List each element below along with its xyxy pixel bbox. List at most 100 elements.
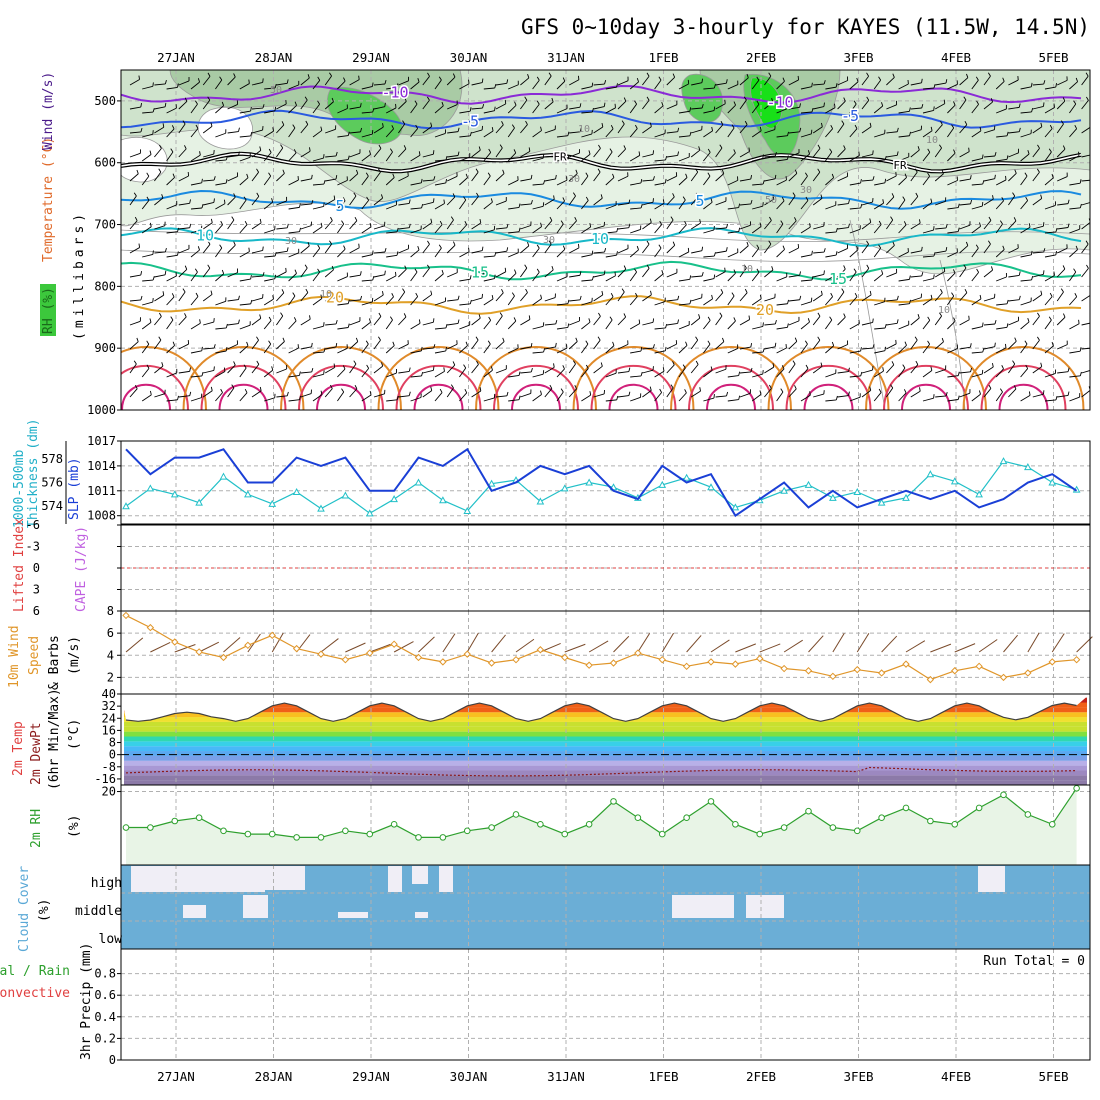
upper-wind-barb-flag [841, 288, 845, 293]
upper-wind-barb-flag [994, 174, 996, 179]
thickness-point [195, 498, 203, 506]
upper-wind-barb-flag [136, 337, 139, 342]
upper-wind-barb-flag [957, 395, 960, 400]
upper-wind-barb [715, 124, 724, 134]
upper-wind-barb [1069, 396, 1080, 402]
upper-wind-barb [678, 135, 690, 138]
upper-wind-barb-flag [479, 218, 482, 224]
upper-wind-barb-flag [238, 127, 240, 132]
upper-wind-barb [190, 271, 198, 282]
rh2m-point [634, 814, 642, 822]
upper-wind-barb [312, 325, 324, 330]
temp-color-band [124, 741, 1087, 747]
rh-contour-label: 30 [568, 174, 580, 185]
upper-wind-barb-flag [1036, 168, 1040, 173]
upper-wind-barb [300, 393, 312, 398]
upper-wind-barb-flag [963, 96, 967, 101]
upper-wind-barb [581, 321, 591, 330]
upper-wind-barb-flag [591, 276, 594, 281]
upper-wind-barb-flag [382, 123, 384, 128]
upper-wind-barb-flag [1075, 245, 1078, 250]
upper-wind-barb [727, 399, 739, 402]
upper-wind-barb-flag [452, 361, 456, 366]
upper-wind-barb [983, 129, 995, 134]
upper-wind-barb [166, 254, 178, 258]
upper-wind-barb [849, 271, 857, 282]
upper-wind-barb [337, 159, 349, 162]
upper-wind-barb [739, 245, 749, 254]
upper-wind-barb [471, 339, 479, 350]
upper-wind-barb-flag [933, 274, 935, 279]
upper-wind-barb [1069, 128, 1077, 138]
upper-wind-barb [459, 177, 468, 186]
upper-wind-barb [202, 244, 211, 254]
upper-wind-barb-flag [574, 385, 577, 390]
warm-isotherm-loop [200, 365, 287, 410]
upper-wind-barb [959, 319, 970, 326]
upper-wind-barb-flag [1043, 80, 1046, 85]
upper-wind-barb [825, 399, 837, 402]
upper-wind-barb [324, 367, 335, 374]
upper-wind-barb-flag [307, 242, 310, 247]
upper-wind-barb [752, 373, 763, 378]
upper-wind-barb-flag [443, 199, 445, 204]
upper-wind-barb [544, 388, 553, 398]
tick-label: 8 [107, 604, 114, 618]
upper-wind-barb [568, 79, 580, 86]
rh-contour-label: 10 [926, 135, 938, 146]
upper-wind-barb-flag [457, 127, 460, 132]
upper-wind-barb-flag [856, 245, 859, 250]
upper-wind-barb-flag [233, 361, 236, 366]
upper-wind-barb [239, 345, 249, 354]
upper-wind-barb-flag [248, 247, 250, 252]
upper-wind-barb-flag [866, 96, 870, 101]
upper-wind-barb-flag [161, 194, 164, 199]
upper-wind-barb-flag [711, 294, 713, 299]
upper-wind-barb [1069, 249, 1078, 258]
upper-wind-barb [288, 347, 299, 354]
upper-wind-barb [910, 196, 919, 206]
clear-high-cloud [978, 866, 1005, 892]
bottom-date-label: 28JAN [255, 1069, 293, 1084]
upper-wind-barb [446, 244, 456, 254]
upper-wind-barb-flag [720, 288, 724, 293]
upper-wind-barb [1081, 294, 1090, 302]
upper-wind-barb [544, 269, 554, 278]
upper-wind-barb [1020, 86, 1032, 90]
upper-wind-barb [312, 183, 324, 186]
upper-wind-barb [1069, 271, 1077, 282]
upper-wind-barb-flag [469, 131, 472, 136]
upper-wind-barb [129, 152, 141, 158]
tick-label: 700 [94, 218, 116, 232]
upper-wind-barb-flag [834, 103, 836, 108]
upper-wind-barb [337, 327, 349, 330]
upper-wind-barb [227, 219, 235, 230]
upper-wind-barb-flag [762, 154, 764, 159]
upper-wind-barb [642, 75, 650, 86]
upper-wind-barb [995, 347, 1007, 354]
upper-wind-barb [276, 103, 287, 110]
upper-wind-barb [1008, 247, 1019, 254]
upper-wind-barb [910, 149, 920, 158]
upper-wind-barb [300, 245, 310, 254]
upper-wind-barb [971, 272, 979, 282]
upper-wind-barb-flag [465, 341, 468, 346]
upper-wind-barb [947, 272, 956, 282]
isotherm-label: FR [893, 159, 907, 172]
upper-wind-barb [751, 298, 762, 306]
upper-wind-barb [642, 243, 650, 254]
isotherm-label: 20 [326, 289, 344, 307]
upper-wind-barb [410, 350, 422, 354]
upper-wind-barb-flag [323, 202, 325, 207]
upper-wind-barb-flag [664, 178, 667, 183]
upper-wind-barb-flag [403, 313, 407, 318]
upper-wind-barb [813, 106, 825, 110]
upper-wind-barb [630, 182, 642, 186]
upper-wind-barb [874, 133, 885, 138]
wind10-barb [808, 635, 824, 653]
upper-wind-barb [276, 173, 285, 182]
upper-wind-barb [751, 226, 762, 234]
upper-wind-barb [1044, 177, 1054, 186]
thickness-point [268, 499, 277, 507]
wind10-point [682, 662, 691, 671]
